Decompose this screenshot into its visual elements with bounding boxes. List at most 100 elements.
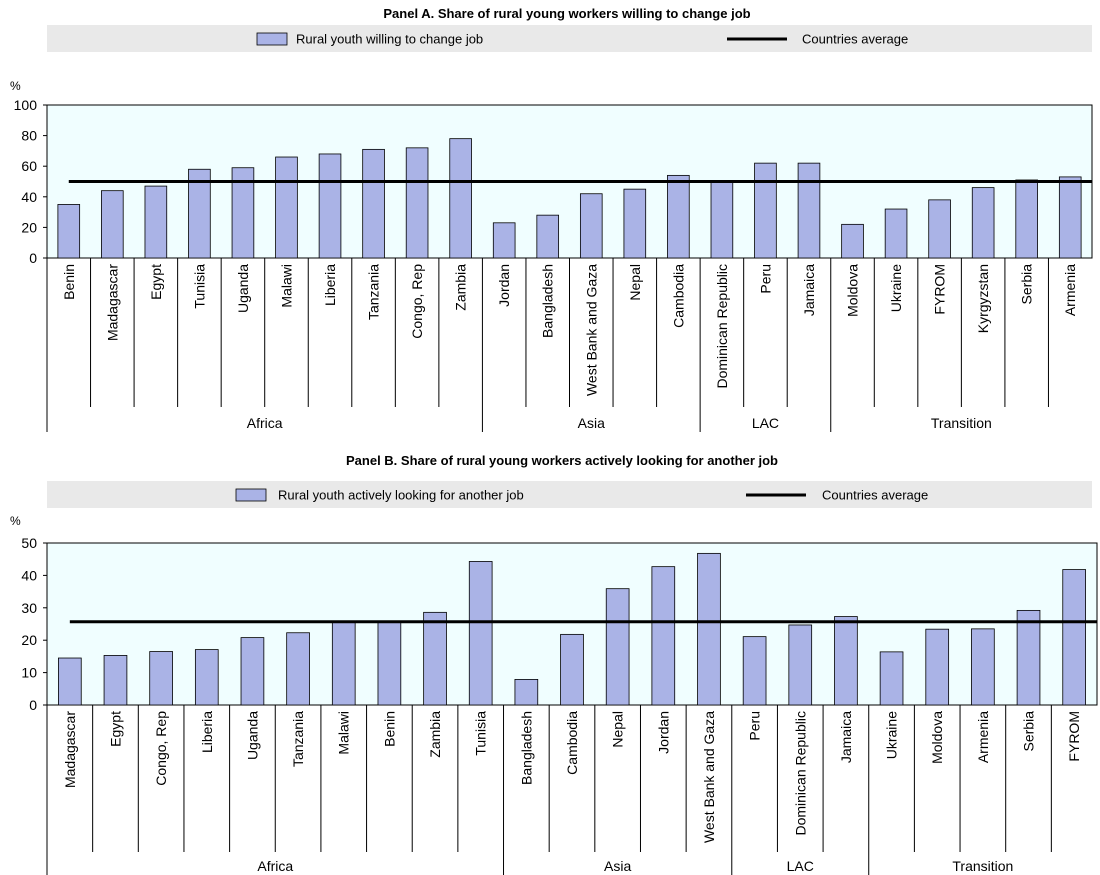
category-label: Zambia [453, 264, 469, 311]
category-label: Tanzania [290, 711, 306, 767]
bar [493, 223, 515, 258]
bar [926, 629, 949, 705]
category-label: Congo, Rep [409, 264, 425, 339]
category-label: Ukraine [884, 711, 900, 759]
y-tick-label: 100 [14, 97, 38, 113]
category-label: Tunisia [473, 711, 489, 756]
y-tick-label: 60 [21, 158, 37, 174]
category-label: Jamaica [801, 264, 817, 316]
bar [1017, 610, 1040, 705]
category-label: Armenia [1062, 264, 1078, 316]
category-label: Jamaica [838, 711, 854, 763]
category-label: Dominican Republic [714, 264, 730, 389]
bar [241, 638, 264, 705]
category-label: Zambia [427, 711, 443, 758]
bar [58, 658, 81, 705]
bar [424, 612, 447, 705]
category-label: Nepal [627, 264, 643, 301]
category-label: Benin [61, 264, 77, 300]
bar [652, 567, 675, 705]
category-label: Congo, Rep [153, 711, 169, 786]
category-label: Liberia [322, 264, 338, 306]
y-tick-label: 10 [21, 665, 37, 681]
y-tick-label: 80 [21, 128, 37, 144]
bar [743, 637, 766, 705]
group-label: Asia [578, 415, 605, 431]
bar [880, 652, 903, 705]
category-label: Uganda [244, 711, 260, 760]
category-label: Jordan [496, 264, 512, 307]
panel-a-y-unit: % [10, 79, 21, 93]
category-label: Cambodia [670, 264, 686, 328]
category-label: Madagascar [104, 264, 120, 341]
category-label: FYROM [932, 264, 948, 315]
panel-b-x-axis: Madagascar Egypt Congo, Rep Liberia Uganda Ta… [47, 705, 1082, 875]
category-label: FYROM [1066, 711, 1082, 762]
bar [537, 215, 559, 258]
category-label: Egypt [148, 264, 164, 300]
bar [101, 191, 123, 258]
category-label: Peru [747, 711, 763, 741]
panel-a-x-axis: Benin Madagascar Egypt Tunisia Uganda Malawi L… [47, 258, 1078, 432]
bar [789, 625, 812, 705]
group-label: Transition [931, 415, 992, 431]
bar [287, 633, 310, 705]
bar [624, 189, 646, 258]
panel-b-y-unit: % [10, 514, 21, 528]
panel-b-legend-avg-label: Countries average [822, 488, 928, 503]
y-tick-label: 0 [29, 250, 37, 266]
y-tick-label: 50 [21, 535, 37, 551]
category-label: Uganda [235, 264, 251, 313]
bar [332, 621, 355, 705]
category-label: Malawi [278, 264, 294, 308]
category-label: Moldova [929, 711, 945, 764]
group-label: LAC [752, 415, 779, 431]
group-label: LAC [787, 858, 814, 874]
category-label: Nepal [610, 711, 626, 748]
bar [929, 200, 951, 258]
bar [755, 163, 777, 258]
category-label: Dominican Republic [792, 711, 808, 836]
bar [580, 194, 602, 258]
category-label: Ukraine [888, 264, 904, 312]
bar [515, 679, 538, 705]
category-label: Liberia [199, 711, 215, 753]
panel-a-legend-box [47, 25, 1092, 52]
bar [1063, 570, 1086, 705]
group-label: Transition [952, 858, 1013, 874]
panel-b-legend-bar-label: Rural youth actively looking for another… [278, 488, 524, 503]
panel-a-y-axis: 0 20 40 60 80 100 [14, 97, 47, 266]
group-label: Africa [247, 415, 283, 431]
bar [798, 163, 820, 258]
bar [971, 629, 994, 705]
category-label: Jordan [655, 711, 671, 754]
y-tick-label: 40 [21, 567, 37, 583]
category-label: Serbia [1019, 264, 1035, 305]
bar [698, 553, 721, 705]
bar [561, 634, 584, 705]
panel-a-legend-bar-swatch [257, 33, 287, 45]
panel-b: Panel B. Share of rural young workers ac… [10, 453, 1097, 875]
bar [1016, 180, 1038, 258]
panel-a-legend-bar-label: Rural youth willing to change job [296, 32, 483, 47]
bar [606, 589, 629, 705]
category-label: Tunisia [191, 264, 207, 309]
bar [406, 148, 428, 258]
bar [104, 655, 127, 705]
bar [363, 149, 385, 258]
bar [145, 186, 167, 258]
bar [842, 224, 864, 258]
bar [667, 175, 689, 258]
category-label: Egypt [107, 711, 123, 747]
panel-b-y-axis: 0 10 20 30 40 50 [21, 535, 47, 713]
panel-a-title: Panel A. Share of rural young workers wi… [383, 6, 750, 21]
y-tick-label: 20 [21, 632, 37, 648]
bar [319, 154, 341, 258]
bar [276, 157, 298, 258]
category-label: Bangladesh [540, 264, 556, 338]
y-tick-label: 20 [21, 219, 37, 235]
bar [150, 652, 173, 705]
bar [469, 561, 492, 705]
bar [885, 209, 907, 258]
